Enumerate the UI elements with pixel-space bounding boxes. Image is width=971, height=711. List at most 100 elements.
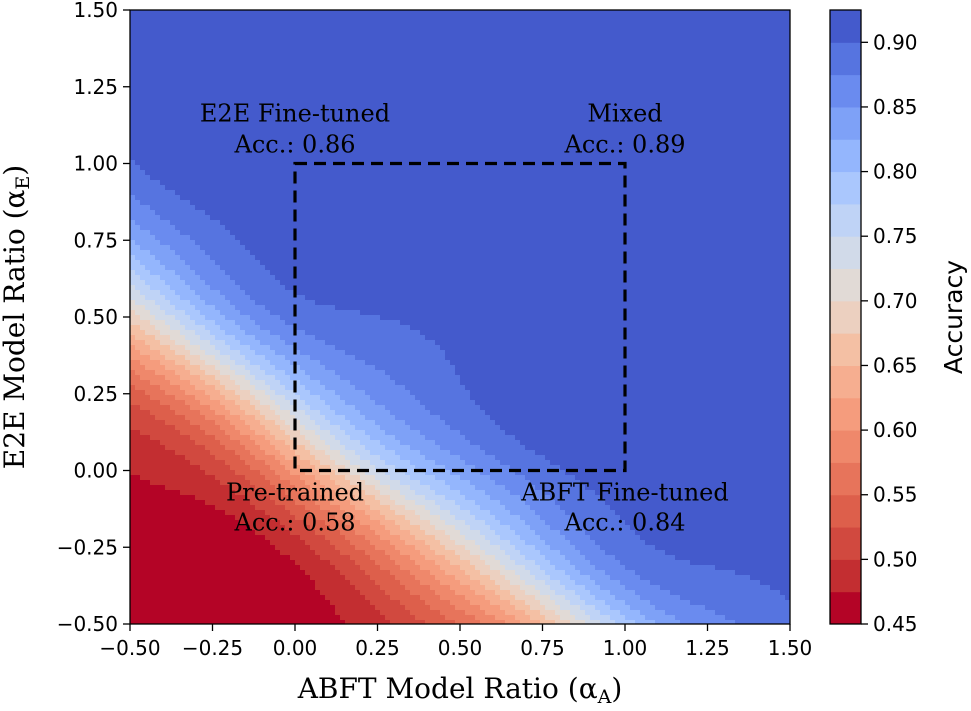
contour-cell bbox=[590, 575, 611, 581]
contour-cell bbox=[130, 230, 151, 236]
contour-cell bbox=[210, 405, 226, 411]
contour-cell bbox=[280, 405, 296, 411]
contour-cell bbox=[565, 595, 581, 601]
contour-cell bbox=[325, 450, 341, 456]
contour-cell bbox=[245, 330, 271, 336]
contour-cell bbox=[255, 440, 271, 446]
contour-cell bbox=[500, 425, 790, 431]
contour-cell bbox=[505, 565, 526, 571]
contour-cell bbox=[185, 390, 206, 396]
x-tick-label: 1.25 bbox=[685, 636, 730, 660]
contour-cell bbox=[280, 415, 296, 421]
contour-cell bbox=[245, 410, 261, 416]
contour-cell bbox=[275, 275, 790, 281]
contour-cell bbox=[220, 440, 241, 446]
contour-cell bbox=[205, 325, 221, 331]
contour-cell bbox=[530, 615, 546, 621]
contour-cell bbox=[470, 395, 790, 401]
contour-cell bbox=[160, 290, 176, 296]
contour-cell bbox=[150, 410, 176, 416]
contour-cell bbox=[280, 425, 291, 431]
contour-cell bbox=[190, 460, 226, 466]
contour-cell bbox=[215, 385, 226, 391]
contour-cell bbox=[130, 365, 146, 371]
contour-cell bbox=[255, 385, 271, 391]
contour-cell bbox=[140, 430, 181, 436]
contour-cell bbox=[335, 460, 351, 466]
contour-cell bbox=[425, 405, 481, 411]
contour-cell bbox=[330, 475, 346, 481]
contour-cell bbox=[430, 510, 451, 516]
contour-cell bbox=[490, 600, 511, 606]
colorbar-band bbox=[830, 527, 861, 560]
contour-cell bbox=[310, 485, 326, 491]
contour-cell bbox=[220, 310, 241, 316]
contour-cell bbox=[130, 195, 136, 201]
contour-cell bbox=[375, 465, 396, 471]
contour-cell bbox=[560, 605, 581, 611]
contour-cell bbox=[205, 500, 251, 506]
x-tick-label: 1.00 bbox=[603, 636, 648, 660]
contour-cell bbox=[195, 270, 226, 276]
y-tick-label: −0.25 bbox=[57, 535, 118, 559]
colorbar-band bbox=[830, 203, 861, 237]
contour-cell bbox=[370, 460, 386, 466]
contour-cell bbox=[155, 210, 206, 216]
contour-cell bbox=[295, 290, 790, 296]
contour-cell bbox=[205, 470, 236, 476]
contour-cell bbox=[215, 305, 236, 311]
contour-cell bbox=[460, 375, 790, 381]
contour-cell bbox=[435, 500, 456, 506]
contour-cell bbox=[485, 595, 501, 601]
contour-cell bbox=[535, 585, 551, 591]
contour-cell bbox=[505, 620, 521, 624]
contour-cell bbox=[315, 475, 331, 481]
contour-cell bbox=[195, 305, 216, 311]
contour-cell bbox=[455, 575, 471, 581]
contour-cell bbox=[250, 480, 271, 486]
contour-cell bbox=[245, 290, 296, 296]
colorbar-band bbox=[830, 300, 861, 334]
contour-cell bbox=[415, 575, 436, 581]
contour-cell bbox=[610, 505, 790, 511]
contour-cell bbox=[345, 535, 366, 541]
contour-cell bbox=[325, 415, 346, 421]
contour-cell bbox=[130, 445, 166, 451]
colorbar-tick-label: 0.80 bbox=[873, 160, 918, 184]
contour-cell bbox=[185, 365, 201, 371]
contour-cell bbox=[595, 565, 626, 571]
contour-cell bbox=[275, 485, 296, 491]
contour-cell bbox=[625, 615, 646, 621]
contour-cell bbox=[345, 575, 371, 581]
contour-cell bbox=[250, 435, 266, 441]
contour-cell bbox=[240, 325, 261, 331]
contour-cell bbox=[180, 375, 201, 381]
contour-cell bbox=[585, 585, 601, 591]
contour-cell bbox=[160, 180, 790, 186]
contour-cell bbox=[230, 410, 246, 416]
contour-cell bbox=[195, 330, 211, 336]
contour-cell bbox=[130, 510, 226, 516]
contour-cell bbox=[130, 620, 346, 624]
contour-cell bbox=[250, 315, 281, 321]
contour-cell bbox=[510, 490, 546, 496]
contour-cell bbox=[130, 270, 136, 276]
contour-cell bbox=[275, 455, 286, 461]
contour-cell bbox=[535, 595, 551, 601]
y-tick-label: 0.50 bbox=[73, 305, 118, 329]
contour-cell bbox=[450, 585, 471, 591]
contour-cell bbox=[145, 170, 790, 176]
contour-cell bbox=[130, 75, 790, 81]
contour-cell bbox=[300, 395, 321, 401]
contour-cell bbox=[265, 435, 276, 441]
contour-cell bbox=[480, 405, 790, 411]
contour-cell bbox=[245, 245, 790, 251]
contour-cell bbox=[680, 595, 786, 601]
contour-cell bbox=[325, 520, 346, 526]
contour-cell bbox=[190, 340, 211, 346]
contour-cell bbox=[315, 500, 331, 506]
colorbar-tick-label: 0.75 bbox=[873, 224, 918, 248]
contour-cell bbox=[175, 340, 191, 346]
contour-cell bbox=[275, 435, 291, 441]
contour-cell bbox=[585, 485, 790, 491]
